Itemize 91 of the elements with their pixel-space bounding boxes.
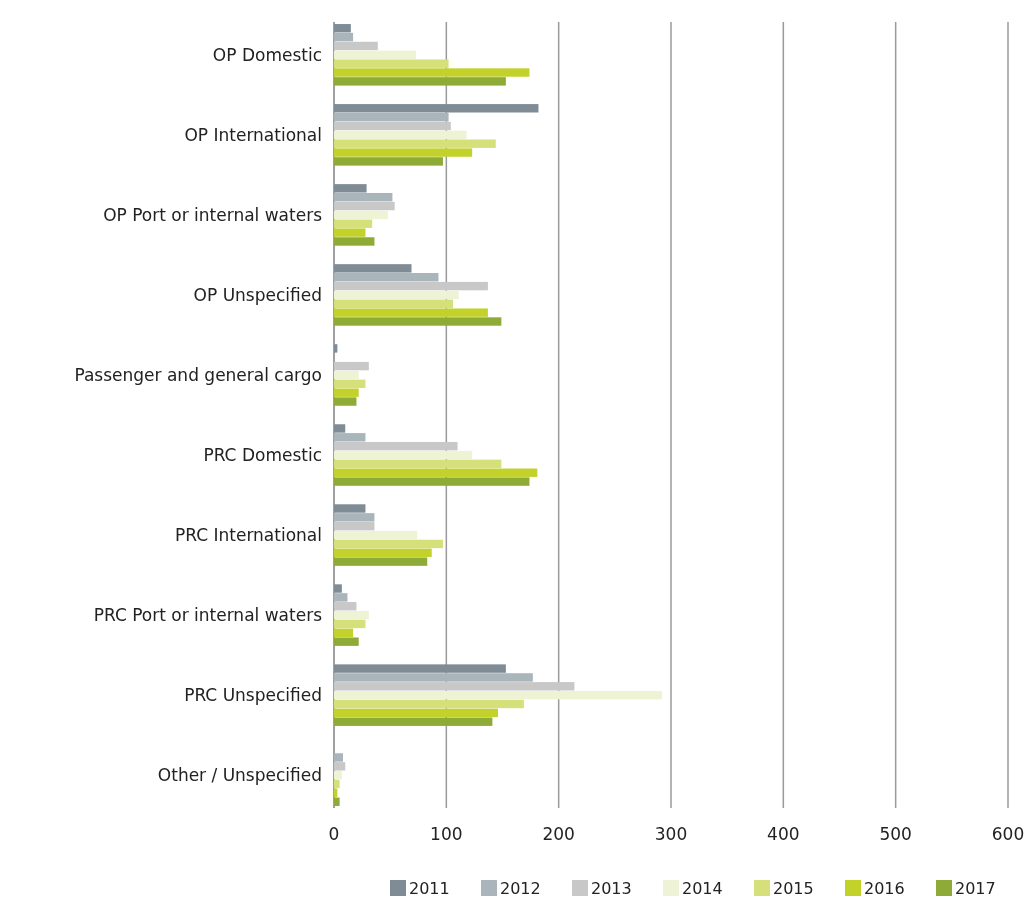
bar bbox=[334, 717, 493, 726]
bar bbox=[334, 673, 533, 682]
bar bbox=[334, 184, 367, 193]
x-tick-label: 400 bbox=[767, 824, 800, 844]
y-tick-label: PRC International bbox=[175, 525, 322, 546]
y-tick-label: Other / Unspecified bbox=[157, 765, 322, 786]
bar bbox=[334, 459, 502, 469]
bar bbox=[334, 273, 439, 282]
bar bbox=[334, 379, 366, 389]
bar bbox=[334, 370, 359, 380]
bar bbox=[334, 139, 496, 148]
bar bbox=[334, 450, 473, 460]
bar bbox=[334, 593, 348, 602]
bar bbox=[334, 130, 467, 140]
bar bbox=[334, 281, 488, 291]
bar bbox=[334, 121, 451, 131]
bar bbox=[334, 24, 351, 33]
legend-label: 2012 bbox=[500, 879, 541, 898]
bar bbox=[334, 290, 459, 300]
bar bbox=[334, 522, 375, 531]
y-tick-label: PRC Domestic bbox=[203, 445, 322, 466]
bar bbox=[334, 32, 354, 42]
bar bbox=[334, 797, 340, 806]
bar bbox=[334, 148, 473, 157]
bar bbox=[334, 59, 449, 68]
bar bbox=[334, 77, 506, 86]
bar bbox=[334, 68, 530, 77]
bar bbox=[334, 504, 366, 513]
bar bbox=[334, 477, 530, 486]
bar bbox=[334, 619, 366, 629]
bar bbox=[334, 770, 342, 780]
bar bbox=[334, 610, 369, 620]
bar bbox=[334, 637, 359, 646]
bar bbox=[334, 682, 575, 691]
x-tick-label: 500 bbox=[879, 824, 912, 844]
x-tick-label: 300 bbox=[654, 824, 688, 844]
bar bbox=[334, 424, 346, 433]
bar bbox=[334, 548, 432, 557]
bar bbox=[334, 361, 369, 371]
bar bbox=[334, 388, 359, 397]
bar bbox=[334, 779, 340, 789]
y-tick-label: Passenger and general cargo bbox=[74, 364, 322, 385]
bar bbox=[334, 468, 538, 477]
bar bbox=[334, 433, 366, 442]
y-tick-label: OP Domestic bbox=[212, 44, 322, 65]
bar bbox=[334, 210, 388, 220]
bar bbox=[334, 557, 428, 566]
bar bbox=[334, 112, 449, 122]
x-tick-label: 0 bbox=[328, 824, 340, 844]
legend-label: 2015 bbox=[773, 879, 814, 898]
bar bbox=[334, 264, 412, 273]
bar bbox=[334, 584, 342, 593]
y-tick-label: PRC Port or internal waters bbox=[93, 605, 323, 626]
x-tick-label: 200 bbox=[542, 824, 575, 844]
y-tick-label: OP International bbox=[184, 124, 322, 145]
y-tick-label: PRC Unspecified bbox=[184, 685, 322, 706]
legend-label: 2014 bbox=[682, 879, 723, 898]
y-tick-label: OP Port or internal waters bbox=[103, 204, 323, 225]
bar bbox=[334, 104, 539, 113]
bar bbox=[334, 228, 366, 237]
bar bbox=[334, 344, 338, 353]
bar bbox=[334, 530, 418, 540]
bar bbox=[334, 513, 375, 522]
x-tick-label: 100 bbox=[430, 824, 463, 844]
bar bbox=[334, 539, 443, 549]
bar bbox=[334, 708, 499, 718]
bar bbox=[334, 157, 443, 166]
bar bbox=[334, 628, 354, 638]
bar bbox=[334, 237, 375, 246]
bar bbox=[334, 201, 395, 211]
bar bbox=[334, 762, 346, 771]
bar bbox=[334, 690, 663, 700]
legend-label: 2013 bbox=[591, 879, 632, 898]
bar bbox=[334, 602, 357, 611]
legend-label: 2011 bbox=[409, 879, 450, 898]
bar bbox=[334, 317, 502, 326]
y-tick-label: OP Unspecified bbox=[193, 284, 322, 305]
bar bbox=[334, 397, 357, 406]
bar bbox=[334, 308, 488, 317]
bar bbox=[334, 41, 378, 51]
bar bbox=[334, 50, 416, 60]
legend-label: 2016 bbox=[864, 879, 905, 898]
bar bbox=[334, 299, 454, 308]
bar bbox=[334, 219, 373, 228]
bar bbox=[334, 664, 506, 673]
legend-label: 2017 bbox=[955, 879, 996, 898]
bar bbox=[334, 192, 393, 202]
x-tick-label: 600 bbox=[991, 824, 1025, 844]
bar bbox=[334, 699, 524, 709]
bar bbox=[334, 441, 458, 451]
bar bbox=[334, 753, 343, 762]
